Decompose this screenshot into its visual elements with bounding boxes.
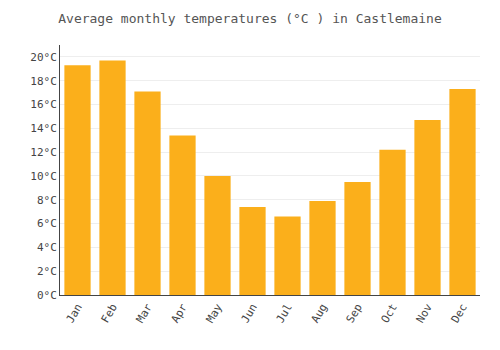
svg-text:2°C: 2°C: [37, 265, 57, 278]
svg-text:6°C: 6°C: [37, 217, 57, 230]
svg-text:Jan: Jan: [64, 301, 85, 325]
svg-text:4°C: 4°C: [37, 241, 57, 254]
svg-text:Mar: Mar: [134, 301, 155, 325]
svg-text:Jun: Jun: [239, 301, 260, 325]
svg-text:May: May: [204, 301, 225, 325]
svg-text:Average monthly temperatures (: Average monthly temperatures (°C ) in Ca…: [58, 11, 442, 26]
svg-text:14°C: 14°C: [30, 122, 57, 135]
svg-text:10°C: 10°C: [30, 170, 57, 183]
svg-text:8°C: 8°C: [37, 194, 57, 207]
svg-text:18°C: 18°C: [30, 75, 57, 88]
svg-text:Feb: Feb: [99, 301, 120, 325]
svg-text:Sep: Sep: [344, 301, 365, 325]
svg-text:Nov: Nov: [414, 301, 435, 325]
svg-text:Dec: Dec: [449, 301, 470, 325]
svg-text:20°C: 20°C: [30, 51, 57, 64]
svg-text:Aug: Aug: [309, 301, 330, 325]
svg-text:0°C: 0°C: [37, 289, 57, 302]
svg-text:Apr: Apr: [169, 301, 190, 325]
svg-text:Jul: Jul: [274, 301, 295, 325]
svg-text:12°C: 12°C: [30, 146, 57, 159]
svg-text:16°C: 16°C: [30, 98, 57, 111]
svg-text:Oct: Oct: [379, 301, 400, 325]
